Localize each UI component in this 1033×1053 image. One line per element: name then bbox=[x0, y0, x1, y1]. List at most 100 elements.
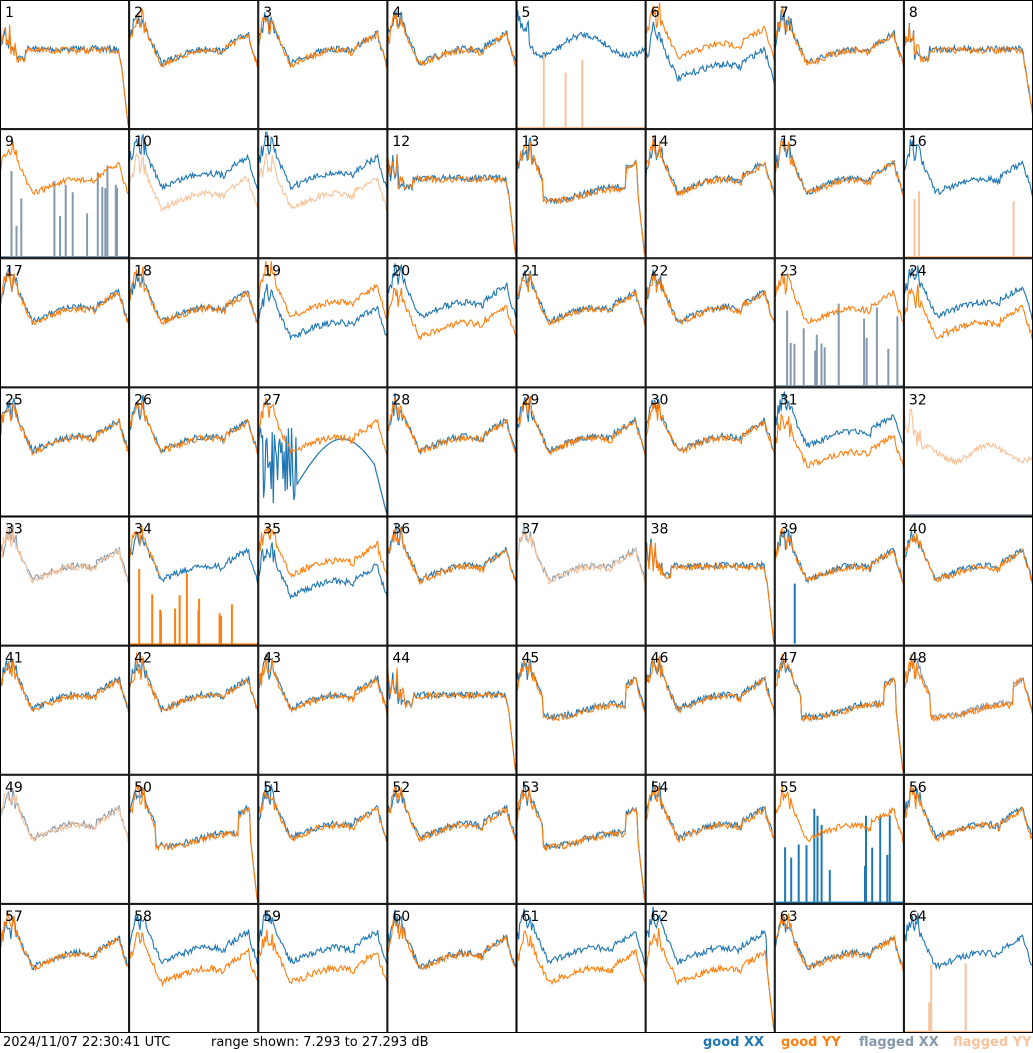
panel-43-plot bbox=[258, 653, 388, 716]
panel-61-frame bbox=[516, 903, 646, 1033]
panel-3-frame bbox=[258, 0, 388, 130]
panel-36-label: 36 bbox=[392, 522, 410, 538]
panel-60-plot bbox=[387, 909, 517, 971]
panel-29-yy-line bbox=[516, 396, 646, 457]
panel-52-plot bbox=[387, 785, 517, 843]
panel-1-yy-line bbox=[0, 24, 130, 127]
legend-flagged-xx: flagged XX bbox=[859, 1035, 939, 1050]
panel-6-plot bbox=[645, 2, 775, 84]
panel-52: 52 bbox=[387, 774, 517, 904]
panel-36-plot bbox=[387, 524, 517, 586]
panel-28-label: 28 bbox=[392, 392, 410, 408]
panel-41-yy-line bbox=[0, 660, 130, 716]
panel-18-yy-line bbox=[129, 266, 259, 326]
panel-6: 6 bbox=[645, 0, 775, 130]
panel-61-yy-line bbox=[516, 930, 646, 986]
panel-58-frame bbox=[129, 903, 259, 1033]
panel-46-label: 46 bbox=[651, 651, 669, 667]
panel-25-plot bbox=[0, 397, 130, 457]
panel-50-plot bbox=[129, 783, 259, 902]
panel-47: 47 bbox=[774, 645, 904, 775]
panel-20-yy-line bbox=[387, 287, 517, 341]
panel-48-label: 48 bbox=[909, 651, 927, 667]
panel-32: 32 bbox=[903, 387, 1033, 517]
panel-33-label: 33 bbox=[5, 522, 23, 538]
panel-19-plot bbox=[258, 260, 388, 341]
panel-45-label: 45 bbox=[522, 651, 540, 667]
panel-64: 64 bbox=[903, 903, 1033, 1033]
panel-12-plot bbox=[387, 150, 517, 256]
panel-48-yy-line bbox=[903, 654, 1033, 723]
panel-35: 35 bbox=[258, 516, 388, 646]
panel-44-frame bbox=[387, 645, 517, 775]
panel-55-frame bbox=[774, 774, 904, 904]
panel-49-frame bbox=[0, 774, 130, 904]
panel-50-yy-line bbox=[129, 783, 259, 902]
panel-31-yy-line bbox=[774, 412, 904, 470]
panel-29: 29 bbox=[516, 387, 646, 517]
panel-19-xx-line bbox=[258, 283, 388, 341]
panel-17: 17 bbox=[0, 258, 130, 388]
panel-4-plot bbox=[387, 10, 517, 68]
panel-9-yy-line bbox=[0, 141, 130, 196]
panel-50-label: 50 bbox=[134, 780, 152, 796]
panel-8-yy-line bbox=[903, 24, 1033, 119]
panel-52-frame bbox=[387, 774, 517, 904]
panel-46-xx-line bbox=[645, 659, 775, 713]
panel-31-plot bbox=[774, 391, 904, 470]
panel-14: 14 bbox=[645, 129, 775, 259]
panel-47-plot bbox=[774, 653, 904, 773]
panel-55-plot bbox=[774, 785, 904, 904]
panel-31-frame bbox=[774, 387, 904, 517]
panel-16-label: 16 bbox=[909, 134, 927, 150]
panel-42-plot bbox=[129, 652, 259, 714]
panel-60: 60 bbox=[387, 903, 517, 1033]
panel-59-plot bbox=[258, 910, 388, 986]
panel-47-xx-line bbox=[774, 659, 904, 773]
panel-17-frame bbox=[0, 258, 130, 388]
panel-63-label: 63 bbox=[780, 909, 798, 925]
panel-30-plot bbox=[645, 398, 775, 456]
panel-6-label: 6 bbox=[651, 5, 660, 21]
panel-60-label: 60 bbox=[392, 909, 410, 925]
panel-39-frame bbox=[774, 516, 904, 646]
panel-8-frame bbox=[903, 0, 1033, 130]
panel-43: 43 bbox=[258, 645, 388, 775]
panel-27-xx-line bbox=[258, 427, 388, 515]
panel-28: 28 bbox=[387, 387, 517, 517]
panel-20-xx-line bbox=[387, 263, 517, 322]
panel-48: 48 bbox=[903, 645, 1033, 775]
panel-15-frame bbox=[774, 129, 904, 259]
panel-5-frame bbox=[516, 0, 646, 130]
panel-21: 21 bbox=[516, 258, 646, 388]
panel-14-plot bbox=[645, 135, 775, 199]
panel-45-frame bbox=[516, 645, 646, 775]
panel-7-label: 7 bbox=[780, 5, 789, 21]
panel-15-plot bbox=[774, 137, 904, 198]
panel-62-frame bbox=[645, 903, 775, 1033]
panel-16-xx-line bbox=[903, 139, 1033, 196]
panel-58-yy-line bbox=[129, 931, 259, 988]
legend-flagged-yy: flagged YY bbox=[953, 1035, 1032, 1050]
panel-43-yy-line bbox=[258, 653, 388, 716]
panel-33: 33 bbox=[0, 516, 130, 646]
panel-34-xx-line bbox=[129, 531, 259, 585]
panel-46: 46 bbox=[645, 645, 775, 775]
panel-62-plot bbox=[645, 906, 775, 1031]
panel-5: 5 bbox=[516, 0, 646, 130]
panel-42: 42 bbox=[129, 645, 259, 775]
panel-28-frame bbox=[387, 387, 517, 517]
panel-38-xx-line bbox=[645, 538, 775, 644]
panel-63-yy-line bbox=[774, 913, 904, 973]
panel-26-label: 26 bbox=[134, 392, 152, 408]
panel-25-frame bbox=[0, 387, 130, 517]
panel-20-label: 20 bbox=[392, 263, 410, 279]
panel-11-xx-line bbox=[258, 131, 388, 191]
panel-6-frame bbox=[645, 0, 775, 130]
panel-57: 57 bbox=[0, 903, 130, 1033]
panel-7-plot bbox=[774, 7, 904, 68]
panel-23-plot bbox=[774, 271, 904, 387]
panel-2-label: 2 bbox=[134, 5, 143, 21]
panel-11-plot bbox=[258, 131, 388, 211]
panel-2: 2 bbox=[129, 0, 259, 130]
